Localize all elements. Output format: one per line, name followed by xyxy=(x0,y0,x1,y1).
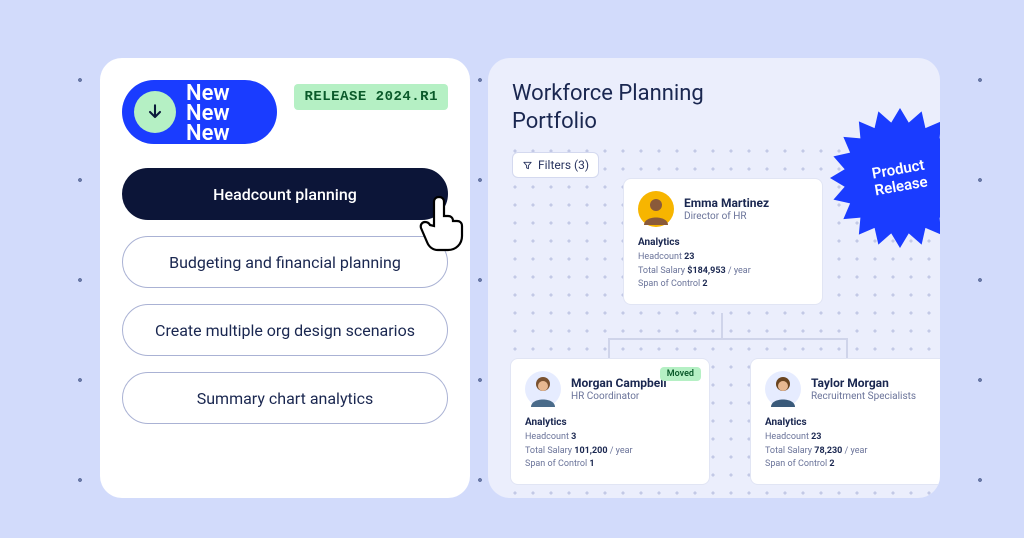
metric-headcount: Headcount 23 xyxy=(638,251,808,265)
avatar xyxy=(525,371,561,407)
download-icon-circle xyxy=(134,91,176,133)
person-role: Director of HR xyxy=(684,211,769,222)
person-card-recruitment[interactable]: Taylor Morgan Recruitment Specialists An… xyxy=(750,358,940,485)
analytics-label: Analytics xyxy=(765,417,935,428)
connector xyxy=(721,313,723,339)
option-label: Create multiple org design scenarios xyxy=(155,321,415,340)
moved-badge: Moved xyxy=(660,367,701,381)
metric-span: Span of Control 2 xyxy=(638,278,808,292)
option-summary-analytics[interactable]: Summary chart analytics xyxy=(122,372,448,424)
release-tag: RELEASE 2024.R1 xyxy=(294,84,448,110)
person-name: Taylor Morgan xyxy=(811,376,916,390)
option-budgeting[interactable]: Budgeting and financial planning xyxy=(122,236,448,288)
option-label: Summary chart analytics xyxy=(197,389,374,408)
metric-salary: Total Salary $184,953 / year xyxy=(638,265,808,279)
option-headcount-planning[interactable]: Headcount planning xyxy=(122,168,448,220)
avatar xyxy=(765,371,801,407)
analytics-label: Analytics xyxy=(638,237,808,248)
filters-button[interactable]: Filters (3) xyxy=(512,152,599,178)
person-card-coordinator[interactable]: Moved Morgan Campbell HR Coordinator Ana… xyxy=(510,358,710,485)
title-line: Portfolio xyxy=(512,109,597,134)
filters-label: Filters (3) xyxy=(538,158,589,172)
option-org-scenarios[interactable]: Create multiple org design scenarios xyxy=(122,304,448,356)
title-line: Workforce Planning xyxy=(512,81,704,106)
feature-list-card: New New New RELEASE 2024.R1 Headcount pl… xyxy=(100,58,470,498)
person-role: HR Coordinator xyxy=(571,391,667,402)
new-text-stack: New New New xyxy=(186,94,230,135)
card-header: New New New RELEASE 2024.R1 xyxy=(122,80,448,150)
avatar xyxy=(638,191,674,227)
metric-span: Span of Control 2 xyxy=(765,458,935,472)
product-release-starburst: Product Release xyxy=(830,108,940,248)
metric-salary: Total Salary 78,230 / year xyxy=(765,445,935,459)
person-name: Emma Martinez xyxy=(684,196,769,210)
option-label: Budgeting and financial planning xyxy=(169,253,401,272)
arrow-down-icon xyxy=(145,102,165,122)
metric-span: Span of Control 1 xyxy=(525,458,695,472)
metric-headcount: Headcount 23 xyxy=(765,431,935,445)
new-word: New xyxy=(186,124,230,144)
person-role: Recruitment Specialists xyxy=(811,391,916,402)
person-card-director[interactable]: Emma Martinez Director of HR Analytics H… xyxy=(623,178,823,305)
new-badge-pill: New New New xyxy=(122,80,277,144)
filter-icon xyxy=(522,160,533,171)
analytics-label: Analytics xyxy=(525,417,695,428)
metric-headcount: Headcount 3 xyxy=(525,431,695,445)
pointer-hand-icon xyxy=(414,192,468,258)
metric-salary: Total Salary 101,200 / year xyxy=(525,445,695,459)
stage: New New New RELEASE 2024.R1 Headcount pl… xyxy=(100,58,940,498)
connector xyxy=(846,338,848,360)
connector xyxy=(608,338,610,360)
option-list: Headcount planning Budgeting and financi… xyxy=(122,168,448,424)
option-label: Headcount planning xyxy=(213,185,357,204)
workforce-planning-card: Workforce Planning Portfolio Filters (3) xyxy=(488,58,940,498)
person-name: Morgan Campbell xyxy=(571,376,667,390)
connector xyxy=(608,338,848,340)
